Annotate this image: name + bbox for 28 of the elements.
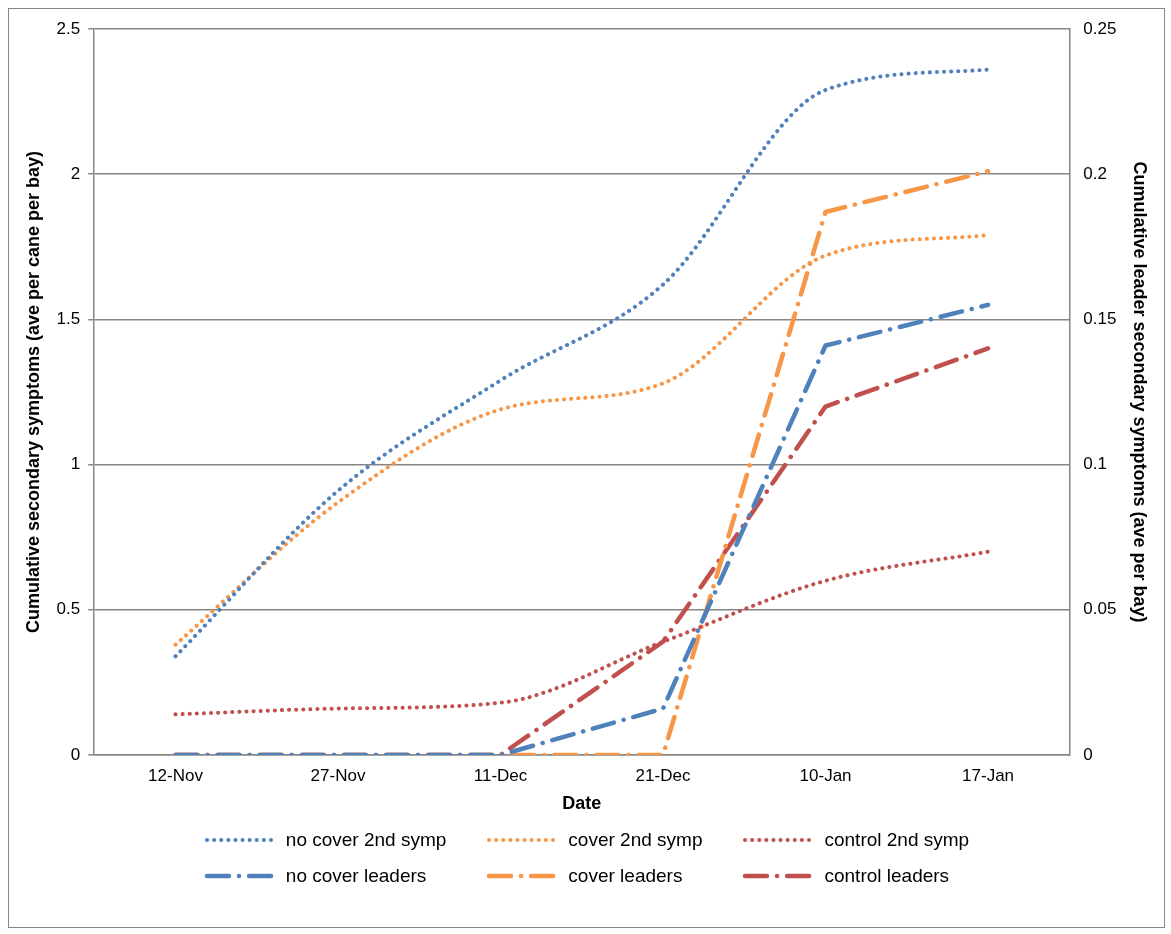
legend-label: no cover leaders	[285, 865, 427, 887]
y2-tick-label: 0.15	[1083, 309, 1117, 329]
legend-label: control 2nd symp	[824, 829, 970, 851]
x-tick-label: 11-Dec	[473, 765, 528, 785]
x-tick-label: 27-Nov	[310, 765, 366, 785]
y-tick-label: 2.5	[56, 18, 81, 38]
x-tick-label: 21-Dec	[635, 765, 691, 785]
legend-label: no cover 2nd symp	[285, 829, 447, 851]
y2-axis-title: Cumulative leader secondary symptoms (ave per bay)	[1130, 161, 1151, 623]
y-tick-label: 0	[70, 744, 81, 764]
y2-tick-label: 0.05	[1083, 599, 1117, 619]
legend-label: cover 2nd symp	[568, 829, 703, 851]
y2-tick-label: 0	[1083, 744, 1093, 764]
y-tick-label: 0.5	[56, 599, 81, 619]
x-tick-label: 10-Jan	[799, 765, 852, 785]
y2-tick-label: 0.1	[1083, 454, 1107, 474]
y-tick-label: 1.5	[56, 309, 81, 329]
y2-tick-label: 0.2	[1083, 163, 1107, 183]
x-tick-label: 17-Jan	[962, 765, 1015, 785]
y-tick-label: 1	[70, 454, 81, 474]
y2-tick-label: 0.25	[1083, 18, 1117, 38]
line-series	[173, 67, 991, 659]
x-axis-title: Date	[562, 793, 602, 814]
y-tick-label: 2	[70, 163, 81, 183]
x-tick-label: 12-Nov	[148, 765, 204, 785]
legend-label: control leaders	[824, 865, 950, 887]
y-axis-title: Cumulative secondary symptoms (ave per cane per bay)	[22, 150, 43, 634]
legend-label: cover leaders	[568, 865, 683, 887]
